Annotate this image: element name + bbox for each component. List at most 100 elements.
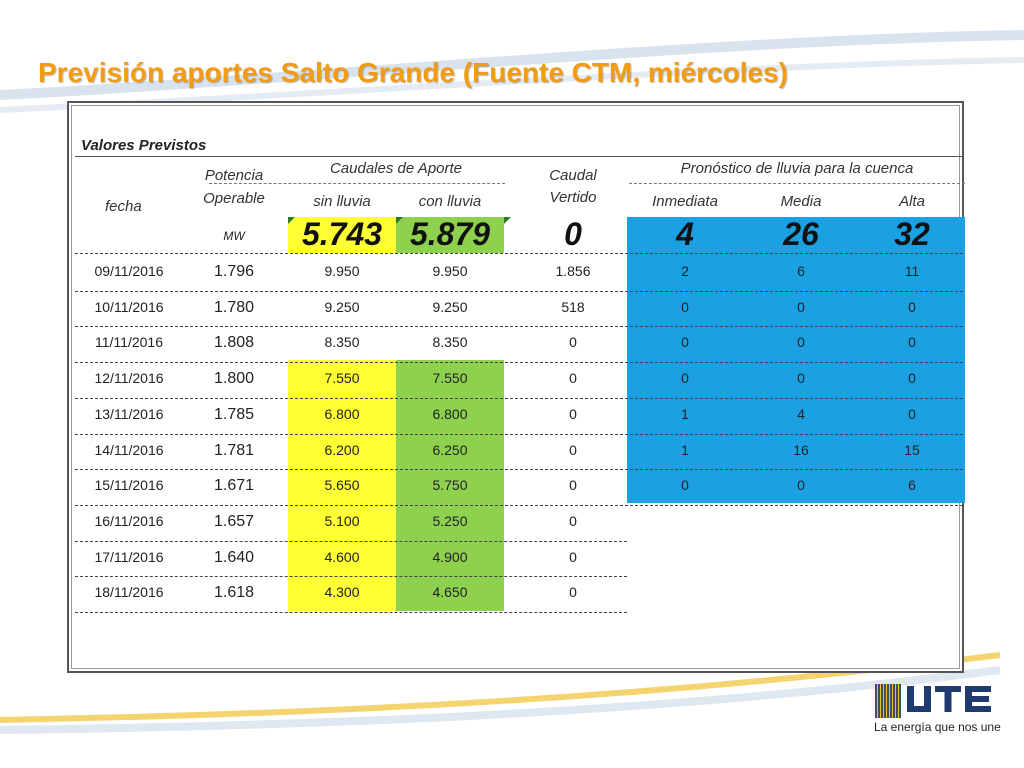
- cell-vertido: 0: [569, 477, 577, 494]
- cell-potencia: 1.640: [213, 548, 255, 566]
- cell-con-lluvia: 5.250: [432, 512, 468, 529]
- header-inmediata: Inmediata: [652, 193, 718, 210]
- cell-media: 16: [793, 441, 809, 458]
- header-sin-lluvia: sin lluvia: [313, 193, 371, 210]
- cell-media: 0: [797, 334, 805, 351]
- cell-potencia: 1.785: [213, 405, 255, 423]
- cell-sin-lluvia: 6.800: [324, 405, 360, 422]
- row-divider: [75, 362, 963, 364]
- cell-sin-lluvia: 4.300: [324, 584, 360, 601]
- cell-con-lluvia: 6.800: [432, 405, 468, 422]
- total-con-lluvia: 5.879: [409, 216, 491, 252]
- total-vertido: 0: [564, 216, 582, 252]
- header-caudal-line1: Caudal: [549, 167, 597, 184]
- cell-alta: 0: [908, 370, 916, 387]
- section-label: Valores Previstos: [81, 137, 207, 154]
- row-divider: [75, 397, 963, 399]
- row-divider: [75, 540, 627, 542]
- cell-media: 0: [797, 298, 805, 315]
- cell-sin-lluvia: 7.550: [324, 370, 360, 387]
- logo-tagline: La energía que nos une: [874, 720, 1001, 734]
- cell-fecha: 12/11/2016: [94, 370, 164, 387]
- cell-potencia: 1.796: [213, 263, 255, 280]
- cell-potencia: 1.781: [213, 441, 255, 459]
- cell-sin-lluvia: 8.350: [324, 334, 360, 351]
- ute-logo-icon: [875, 684, 991, 718]
- comment-marker: [396, 217, 403, 224]
- row-divider: [75, 504, 963, 506]
- header-divider: [75, 156, 963, 157]
- cell-con-lluvia: 5.750: [432, 477, 468, 494]
- cell-con-lluvia: 7.550: [432, 370, 468, 387]
- cell-con-lluvia: 6.250: [432, 441, 468, 458]
- header-caudales-group: Caudales de Aporte: [329, 160, 463, 177]
- cell-vertido: 518: [561, 298, 585, 315]
- row-divider: [75, 469, 963, 471]
- header-caudal-line2: Vertido: [549, 189, 597, 206]
- cell-inmediata: 0: [681, 477, 689, 494]
- header-potencia-line1: Potencia: [204, 167, 264, 184]
- caudales-group-underline: [209, 183, 505, 184]
- cell-fecha: 10/11/2016: [94, 298, 164, 315]
- pronostico-band: [627, 217, 965, 503]
- header-alta: Alta: [899, 193, 925, 210]
- cell-media: 0: [797, 477, 805, 494]
- cell-sin-lluvia: 5.100: [324, 512, 360, 529]
- cell-con-lluvia: 8.350: [432, 334, 468, 351]
- cell-potencia: 1.808: [213, 334, 255, 352]
- cell-sin-lluvia: 5.650: [324, 477, 360, 494]
- row-divider: [75, 433, 963, 435]
- cell-sin-lluvia: 4.600: [324, 548, 360, 565]
- cell-vertido: 0: [569, 370, 577, 387]
- cell-potencia: 1.671: [213, 477, 255, 495]
- cell-potencia: 1.800: [213, 370, 255, 388]
- total-alta: 32: [894, 216, 930, 252]
- cell-vertido: 0: [569, 548, 577, 565]
- comment-marker: [504, 217, 511, 224]
- row-divider: [75, 612, 627, 613]
- cell-alta: 6: [908, 477, 916, 494]
- header-con-lluvia: con lluvia: [418, 193, 482, 210]
- row-divider: [75, 576, 627, 578]
- comment-marker: [288, 217, 295, 224]
- cell-sin-lluvia: 6.200: [324, 441, 360, 458]
- totals-unit: MW: [223, 229, 245, 243]
- cell-inmediata: 0: [681, 334, 689, 351]
- cell-inmediata: 1: [681, 441, 689, 458]
- cell-fecha: 15/11/2016: [94, 477, 164, 494]
- total-media: 26: [783, 216, 819, 252]
- row-divider: [75, 290, 963, 292]
- con-lluvia-band: [396, 360, 504, 611]
- cell-inmediata: 1: [681, 405, 689, 422]
- cell-sin-lluvia: 9.250: [324, 298, 360, 315]
- cell-fecha: 11/11/2016: [95, 334, 163, 351]
- total-sin-lluvia: 5.743: [301, 216, 383, 252]
- cell-fecha: 09/11/2016: [94, 263, 164, 279]
- cell-alta: 0: [908, 298, 916, 315]
- cell-sin-lluvia: 9.950: [324, 263, 360, 279]
- cell-media: 6: [797, 263, 805, 279]
- cell-fecha: 13/11/2016: [94, 405, 164, 422]
- cell-potencia: 1.657: [213, 512, 255, 530]
- con-lluvia-highlight: [396, 217, 504, 253]
- cell-vertido: 0: [569, 512, 577, 529]
- cell-alta: 11: [904, 263, 920, 279]
- cell-alta: 15: [904, 441, 920, 458]
- cell-vertido: 0: [569, 405, 577, 422]
- cell-media: 0: [797, 370, 805, 387]
- forecast-table: Valores Previstos fecha Potencia Operabl…: [67, 101, 965, 673]
- row-divider: [75, 326, 963, 328]
- cell-con-lluvia: 9.950: [432, 263, 468, 279]
- cell-potencia: 1.618: [213, 584, 255, 602]
- header-potencia-line2: Operable: [203, 190, 265, 207]
- cell-fecha: 16/11/2016: [94, 512, 164, 529]
- cell-con-lluvia: 9.250: [432, 298, 468, 315]
- cell-potencia: 1.780: [213, 298, 255, 316]
- cell-con-lluvia: 4.900: [432, 548, 468, 565]
- cell-vertido: 1.856: [555, 263, 591, 279]
- sin-lluvia-highlight: [288, 217, 396, 253]
- cell-vertido: 0: [569, 334, 577, 351]
- cell-inmediata: 0: [681, 370, 689, 387]
- header-pronostico-group: Pronóstico de lluvia para la cuenca: [680, 160, 914, 177]
- cell-vertido: 0: [569, 441, 577, 458]
